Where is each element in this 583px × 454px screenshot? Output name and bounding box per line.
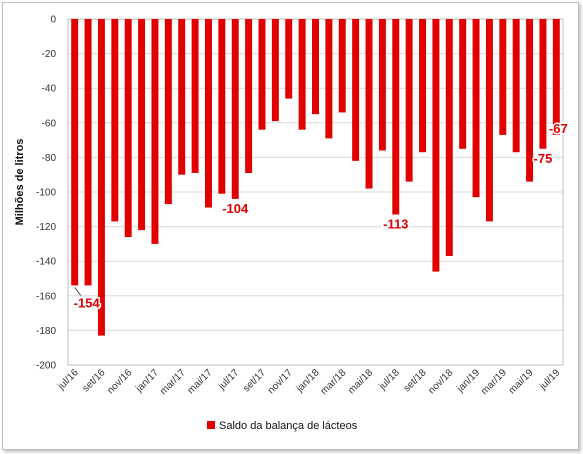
bar: [258, 19, 266, 130]
y-tick-label: -200: [36, 361, 56, 372]
y-tick-label: -100: [36, 188, 56, 199]
data-label-leader: [74, 287, 82, 296]
bar: [459, 19, 467, 149]
bar: [151, 19, 159, 244]
bar: [231, 19, 239, 199]
x-tick-label: mai/18: [346, 367, 375, 396]
bar: [552, 19, 560, 135]
bar: [445, 19, 453, 257]
x-tick-label: jan/17: [133, 367, 161, 395]
bar: [84, 19, 92, 286]
x-tick-label: mar/19: [479, 367, 509, 397]
legend-label: Saldo da balança de lácteos: [219, 420, 358, 432]
x-tick-label: jul/18: [377, 367, 403, 393]
bar: [204, 19, 212, 208]
data-labels: -154 -104 -113 -75 -67: [72, 119, 569, 312]
bar: [218, 19, 226, 194]
y-tick-label: -40: [42, 84, 57, 95]
x-tick-label: jan/18: [294, 367, 322, 395]
bar: [111, 19, 119, 222]
bar: [298, 19, 306, 130]
data-label: -113: [383, 216, 408, 231]
data-label: -104: [222, 201, 249, 216]
bar: [485, 19, 493, 222]
bar: [392, 19, 400, 215]
bar: [71, 19, 79, 286]
bars: [71, 19, 560, 336]
x-tick-label: mar/17: [158, 367, 188, 397]
bar: [178, 19, 186, 175]
data-label: -75: [534, 151, 553, 166]
legend-swatch: [207, 421, 215, 429]
data-label: -67: [549, 121, 568, 136]
x-tick-label: mar/18: [319, 367, 349, 397]
bar: [419, 19, 427, 153]
x-tick-label: jul/16: [55, 367, 81, 393]
bar: [285, 19, 293, 99]
bar: [164, 19, 172, 205]
bar: [325, 19, 333, 139]
y-tick-label: -180: [36, 326, 56, 337]
x-tick-label: nov/17: [266, 367, 295, 396]
bar: [312, 19, 319, 115]
bar: [352, 19, 360, 161]
bar: [432, 19, 440, 272]
bar: [472, 19, 480, 198]
x-tick-label: mai/19: [507, 367, 536, 396]
x-tick-label: nov/18: [426, 367, 455, 396]
bar: [124, 19, 132, 237]
y-tick-label: -140: [36, 257, 56, 268]
bar: [191, 19, 199, 173]
y-tick-label: -120: [36, 222, 56, 233]
bar: [499, 19, 507, 135]
x-tick-label: mai/17: [186, 367, 215, 396]
x-tick-label: set/17: [241, 367, 268, 394]
y-axis-ticks: 0 -20 -40 -60 -80 -100 -120 -140 -160 -180 -200: [36, 15, 56, 372]
x-tick-label: jan/19: [454, 367, 482, 395]
x-tick-label: nov/16: [105, 367, 134, 396]
data-label: -154: [74, 295, 101, 310]
bar: [271, 19, 279, 122]
bar: [245, 19, 253, 173]
x-tick-label: set/18: [402, 367, 429, 394]
bar: [338, 19, 346, 113]
bar: [365, 19, 373, 189]
y-tick-label: -60: [42, 118, 57, 129]
x-tick-label: jul/19: [537, 367, 563, 393]
y-tick-label: -20: [42, 49, 57, 60]
bar: [539, 19, 547, 149]
bar: [97, 19, 105, 336]
bar: [138, 19, 146, 231]
y-axis-label: Milhões de litros: [14, 139, 26, 226]
x-tick-label: jul/17: [216, 367, 242, 393]
gridlines: [67, 18, 564, 366]
bar: [405, 19, 413, 182]
y-tick-label: -160: [36, 291, 56, 302]
y-tick-label: 0: [50, 15, 56, 26]
bar: [512, 19, 520, 153]
x-tick-label: set/16: [81, 367, 108, 394]
y-tick-label: -80: [42, 153, 57, 164]
bar: [526, 19, 534, 182]
bar: [378, 19, 386, 151]
